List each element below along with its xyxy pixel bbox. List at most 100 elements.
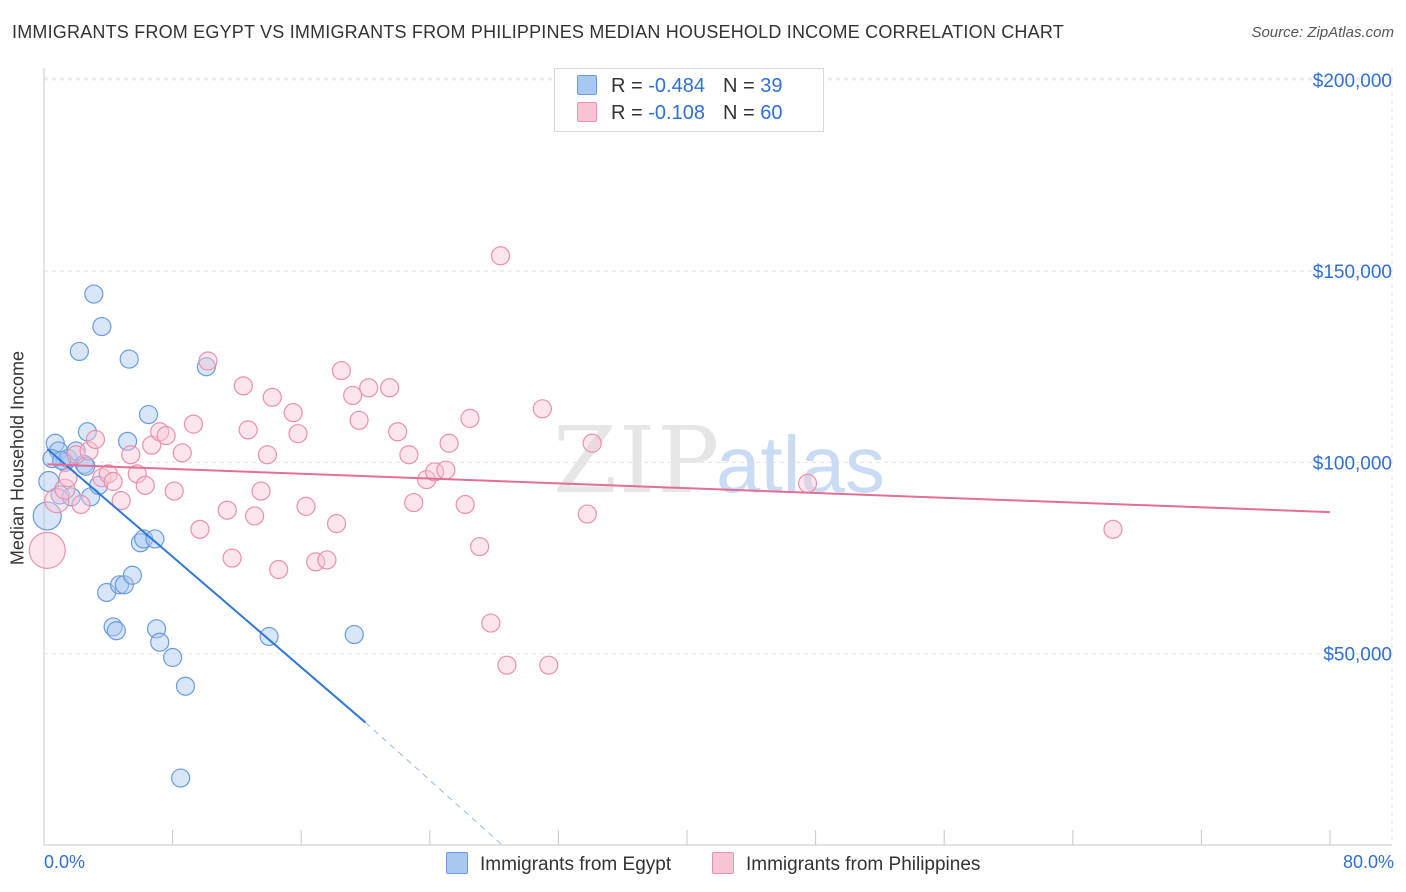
philippines-point [127, 464, 147, 484]
philippines-point [481, 613, 501, 633]
watermark: ZIP atlas [553, 407, 885, 514]
philippines-point [183, 414, 204, 434]
legend-swatch-philippines [577, 102, 597, 122]
philippines-point [262, 387, 282, 407]
philippines-point [317, 550, 337, 570]
egypt-point [171, 768, 191, 788]
philippines-point [455, 494, 475, 515]
philippines-point [439, 433, 459, 453]
y-tick-label: $50,000 [1323, 645, 1392, 666]
legend-row-philippines: R = -0.108 N = 60 [577, 102, 782, 126]
watermark-zip: ZIP [553, 407, 721, 514]
philippines-point [388, 422, 408, 442]
philippines-point [296, 496, 316, 516]
watermark-atlas: atlas [716, 420, 885, 509]
grid-lines [44, 68, 1393, 845]
philippines-point [238, 420, 258, 440]
egypt-point [109, 575, 130, 595]
philippines-point [539, 655, 559, 675]
y-tick-labels: $50,000 $100,000 $150,000 $200,000 [1313, 71, 1392, 666]
philippines-point [58, 468, 78, 488]
philippines-point [331, 360, 351, 381]
bottom-legend-egypt: Immigrants from Egypt [446, 852, 671, 878]
egypt-point [77, 422, 98, 442]
philippines-point [349, 410, 369, 430]
chart-title: IMMIGRANTS FROM EGYPT VS IMMIGRANTS FROM… [12, 22, 1064, 42]
philippines-point [497, 655, 517, 675]
philippines-point [66, 445, 86, 465]
legend-row-egypt: R = -0.484 N = 39 [577, 75, 782, 99]
egypt-point [69, 341, 89, 362]
philippines-trend-line [47, 463, 1331, 514]
bottom-legend-swatch-philippines [712, 852, 734, 874]
y-tick-label: $150,000 [1313, 262, 1392, 283]
philippines-point [399, 445, 419, 465]
philippines-point [404, 492, 424, 513]
legend-swatch-egypt [577, 75, 597, 95]
correlation-legend: R = -0.484 N = 39 R = -0.108 N = 60 [554, 68, 824, 132]
philippines-point [111, 491, 131, 511]
egypt-point [150, 632, 170, 652]
egypt-point [106, 621, 126, 641]
philippines-point [172, 443, 192, 463]
y-axis-label: Median Household Income [7, 350, 28, 566]
philippines-point [190, 519, 210, 539]
egypt-point [32, 501, 62, 531]
philippines-point [103, 471, 123, 492]
egypt-point [175, 676, 196, 696]
egypt-point [259, 626, 279, 647]
egypt-point [119, 349, 139, 369]
legend-r-label: R = [611, 75, 649, 97]
philippines-point [28, 531, 66, 569]
philippines-point [343, 385, 363, 406]
trend-lines [46, 448, 1331, 846]
philippines-point [222, 548, 242, 568]
legend-r-value: -0.484 [648, 75, 705, 97]
egypt-point [81, 487, 101, 507]
philippines-point [288, 424, 308, 444]
philippines-point [269, 559, 289, 580]
philippines-point [217, 500, 237, 520]
legend-n-value: 60 [760, 102, 783, 124]
bottom-legend-label-philippines: Immigrants from Philippines [746, 854, 981, 875]
philippines-point [283, 403, 303, 423]
egypt-trend-line [46, 448, 367, 724]
y-tick-label: $200,000 [1313, 71, 1392, 92]
egypt-point [163, 647, 183, 668]
philippines-point [380, 378, 400, 398]
philippines-point [532, 399, 552, 419]
bottom-legend-label-egypt: Immigrants from Egypt [480, 854, 672, 875]
philippines-point [85, 429, 106, 450]
axes [43, 68, 1392, 846]
philippines-point [797, 473, 818, 494]
y-tick-label: $100,000 [1313, 453, 1392, 474]
x-ticks [172, 830, 1331, 845]
philippines-point [244, 506, 265, 526]
philippines-point [577, 504, 597, 524]
egypt-point [84, 284, 104, 304]
philippines-point [233, 376, 253, 396]
philippines-point [164, 481, 184, 501]
egypt-point [145, 529, 165, 549]
philippines-point [582, 433, 602, 453]
philippines-point [198, 351, 218, 371]
source-label: Source: ZipAtlas.com [1251, 24, 1394, 41]
legend-n-label: N = [722, 75, 761, 97]
egypt-point [138, 404, 159, 425]
philippines-point [257, 445, 278, 465]
bottom-legend-swatch-egypt [446, 852, 468, 874]
egypt-trend-extension [365, 722, 503, 846]
philippines-point [359, 378, 379, 398]
philippines-point [156, 426, 176, 446]
philippines-point [54, 478, 76, 500]
x-tick-label-max: 80.0% [1342, 852, 1394, 872]
egypt-point [344, 624, 364, 645]
legend-n-value: 39 [760, 75, 783, 97]
bottom-legend-philippines: Immigrants from Philippines [712, 852, 980, 878]
philippines-point [470, 536, 490, 557]
philippines-point [71, 494, 91, 515]
legend-r-value: -0.108 [648, 102, 705, 124]
egypt-point [92, 316, 112, 337]
philippines-point [1103, 519, 1123, 539]
